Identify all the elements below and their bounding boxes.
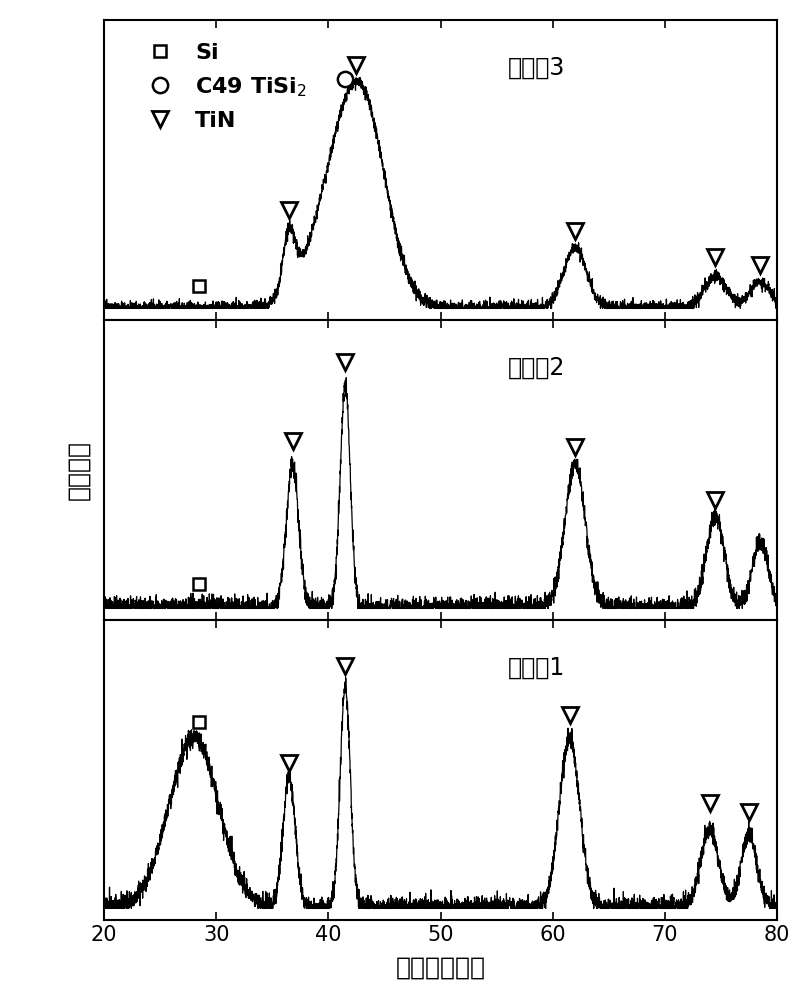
Text: 实施例3: 实施例3: [508, 56, 566, 80]
X-axis label: 散射角（度）: 散射角（度）: [396, 956, 485, 980]
Text: 实施例2: 实施例2: [508, 356, 566, 380]
Text: 实施例1: 实施例1: [508, 656, 565, 680]
Legend: Si, C49 TiSi$_2$, TiN: Si, C49 TiSi$_2$, TiN: [129, 34, 316, 140]
Y-axis label: 线性强度: 线性强度: [66, 440, 91, 500]
